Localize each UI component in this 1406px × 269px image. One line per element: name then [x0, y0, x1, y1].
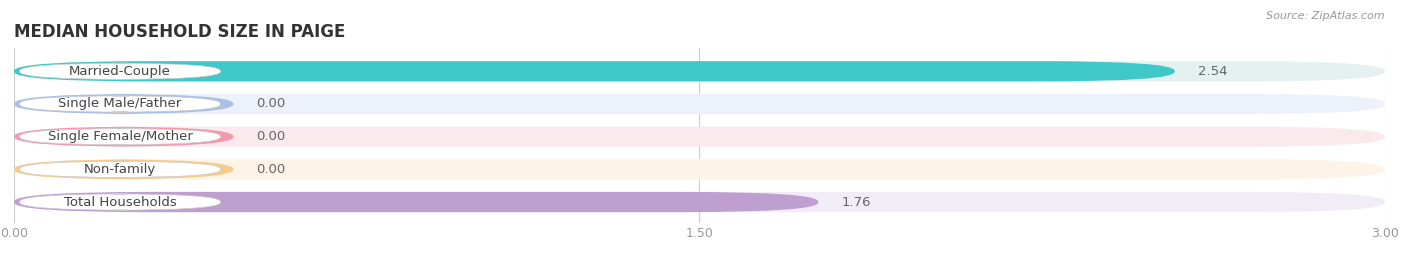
- FancyBboxPatch shape: [20, 96, 221, 112]
- Text: 0.00: 0.00: [256, 130, 285, 143]
- FancyBboxPatch shape: [20, 194, 221, 210]
- Text: Total Households: Total Households: [63, 196, 176, 208]
- FancyBboxPatch shape: [14, 61, 1385, 82]
- FancyBboxPatch shape: [14, 192, 1385, 212]
- Text: Married-Couple: Married-Couple: [69, 65, 172, 78]
- Text: Single Male/Father: Single Male/Father: [59, 97, 181, 111]
- FancyBboxPatch shape: [14, 159, 1385, 179]
- FancyBboxPatch shape: [14, 94, 233, 114]
- FancyBboxPatch shape: [14, 126, 233, 147]
- FancyBboxPatch shape: [20, 161, 221, 178]
- Text: 2.54: 2.54: [1198, 65, 1227, 78]
- Text: 1.76: 1.76: [841, 196, 870, 208]
- FancyBboxPatch shape: [14, 126, 1385, 147]
- FancyBboxPatch shape: [20, 129, 221, 145]
- Text: Non-family: Non-family: [84, 163, 156, 176]
- FancyBboxPatch shape: [14, 61, 1175, 82]
- FancyBboxPatch shape: [14, 192, 818, 212]
- Text: 0.00: 0.00: [256, 97, 285, 111]
- FancyBboxPatch shape: [14, 159, 233, 179]
- Text: MEDIAN HOUSEHOLD SIZE IN PAIGE: MEDIAN HOUSEHOLD SIZE IN PAIGE: [14, 23, 346, 41]
- Text: Source: ZipAtlas.com: Source: ZipAtlas.com: [1267, 11, 1385, 21]
- Text: 0.00: 0.00: [256, 163, 285, 176]
- Text: Single Female/Mother: Single Female/Mother: [48, 130, 193, 143]
- FancyBboxPatch shape: [20, 63, 221, 79]
- FancyBboxPatch shape: [14, 94, 1385, 114]
